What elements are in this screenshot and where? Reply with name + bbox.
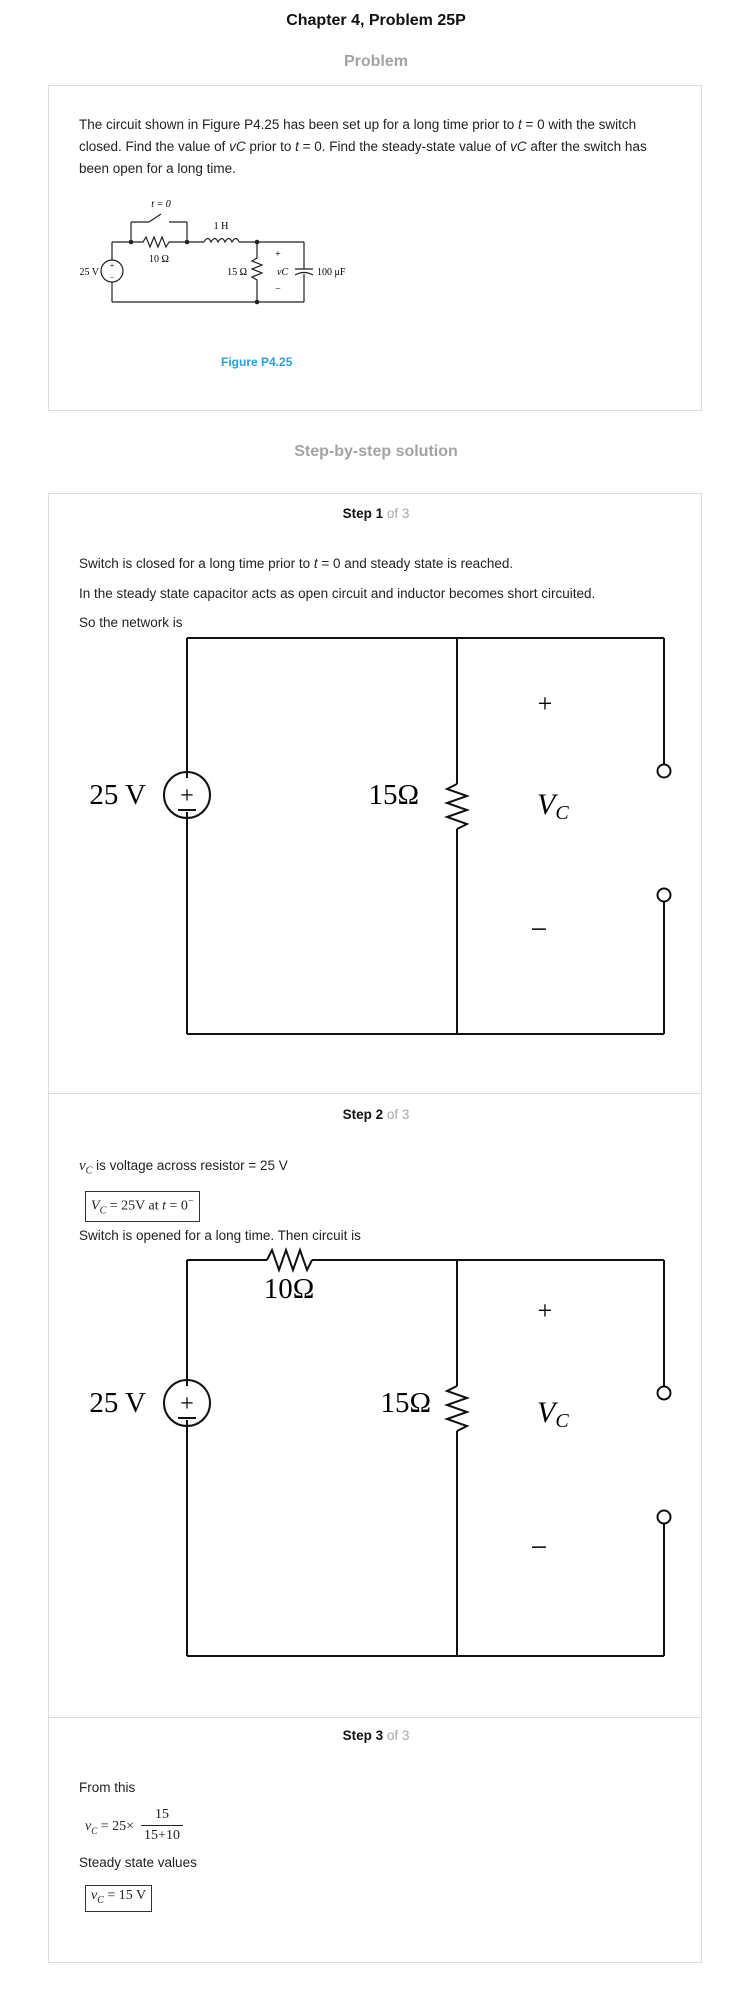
step-2-r-top-label: 10Ω xyxy=(264,1273,315,1305)
problem-heading: Problem xyxy=(343,53,408,70)
page-title: Chapter 4, Problem 25P xyxy=(286,12,466,29)
step-1-resistor-label: 15Ω xyxy=(368,779,419,811)
step-divider xyxy=(49,1717,701,1718)
step-1-vc-label: VC xyxy=(537,788,569,824)
step-3-line-2: Steady state values xyxy=(79,1855,197,1870)
step-1-source-plus: + xyxy=(180,783,194,809)
step-divider xyxy=(49,1093,701,1094)
solution-heading: Step-by-step solution xyxy=(294,443,458,460)
step-2-result-box: VC = 25V at t = 0− xyxy=(85,1191,200,1223)
vc-minus: − xyxy=(275,284,281,295)
step-2-header: Step 2 of 3 xyxy=(342,1107,410,1122)
inductor-label: 1 H xyxy=(214,221,229,232)
problem-card: The circuit shown in Figure P4.25 has be… xyxy=(48,85,702,411)
step-2-source-label: 25 V xyxy=(89,1387,146,1419)
cap-label: 100 μF xyxy=(317,267,346,278)
step-2-vc-minus: − xyxy=(531,1531,548,1564)
step-2-circuit: + 25 V 10Ω 15Ω + − VC xyxy=(89,1246,672,1657)
step-1-line-2: In the steady state capacitor acts as op… xyxy=(79,586,596,601)
step-1-vc-plus: + xyxy=(538,689,553,718)
switch-label: t = 0 xyxy=(151,199,171,210)
figure-caption: Figure P4.25 xyxy=(221,355,293,369)
step-3-answer-box: vC = 15 V xyxy=(85,1885,153,1912)
step-2-vc-plus: + xyxy=(538,1296,553,1325)
step-1-vc-minus: − xyxy=(531,913,548,946)
step-3-line-1: From this xyxy=(79,1780,136,1795)
problem-text: The circuit shown in Figure P4.25 has be… xyxy=(79,117,647,176)
step-2-vc-label: VC xyxy=(537,1396,569,1432)
problem-circuit-figure: t = 0 1 H 10 Ω 15 Ω 25 V + − vC + − 100 … xyxy=(79,199,346,305)
vc-plus: + xyxy=(275,249,281,260)
source-label: 25 V xyxy=(79,267,99,278)
r1-label: 10 Ω xyxy=(149,254,169,265)
source-minus: − xyxy=(110,273,115,282)
step-1-circuit: + 25 V 15Ω + − VC xyxy=(89,637,672,1035)
step-2-source-plus: + xyxy=(180,1391,194,1417)
step-1-line-1: Switch is closed for a long time prior t… xyxy=(79,556,514,571)
step-2-resistor-label: 15Ω xyxy=(380,1387,431,1419)
vc-label: vC xyxy=(277,267,288,278)
step-3-header: Step 3 of 3 xyxy=(342,1728,410,1743)
solution-card: Step 1 of 3 Switch is closed for a long … xyxy=(48,493,702,1963)
source-plus: + xyxy=(110,261,115,270)
step-1-source-label: 25 V xyxy=(89,779,146,811)
step-2-line-2: Switch is opened for a long time. Then c… xyxy=(79,1228,361,1243)
step-2-line-1: vC is voltage across resistor = 25 V xyxy=(79,1158,288,1177)
step-1-line-3: So the network is xyxy=(79,615,183,630)
step-1-header: Step 1 of 3 xyxy=(342,506,410,521)
r2-label: 15 Ω xyxy=(227,267,247,278)
